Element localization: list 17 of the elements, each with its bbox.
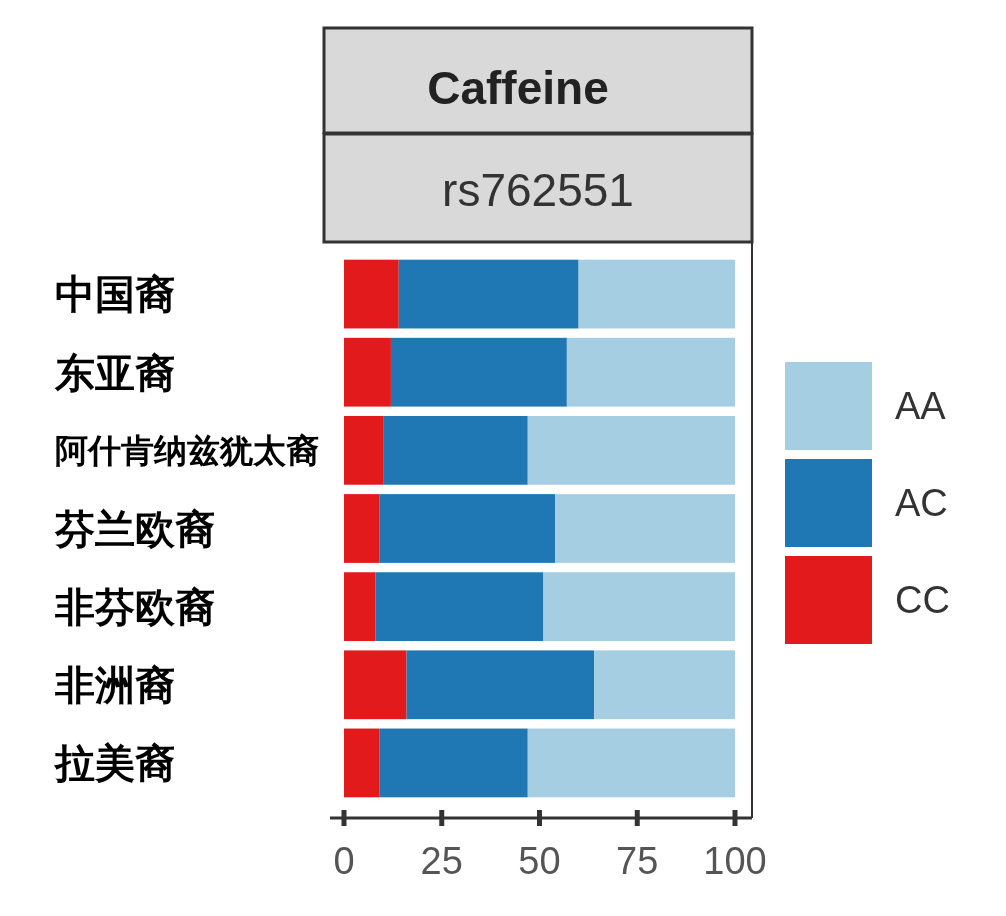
y-tick-label: 中国裔	[55, 272, 175, 317]
legend-label: AC	[895, 482, 948, 524]
x-tick-label: 75	[616, 840, 659, 882]
y-tick-label: 非芬欧裔	[54, 585, 215, 630]
x-tick-label: 0	[333, 840, 355, 882]
x-tick-label: 50	[518, 840, 561, 882]
y-tick-label: 东亚裔	[54, 350, 175, 395]
x-tick-label: 100	[703, 840, 767, 882]
chart-subtitle: rs762551	[442, 164, 634, 216]
legend-label: CC	[895, 579, 950, 621]
chart-title: Caffeine	[427, 62, 609, 114]
y-tick-label: 芬兰欧裔	[54, 506, 215, 551]
y-tick-label: 拉美裔	[53, 741, 175, 786]
y-tick-label: 阿什肯纳兹犹太裔	[55, 432, 319, 470]
y-tick-label: 非洲裔	[54, 663, 175, 708]
x-tick-label: 25	[420, 840, 463, 882]
legend-label: AA	[895, 385, 947, 427]
